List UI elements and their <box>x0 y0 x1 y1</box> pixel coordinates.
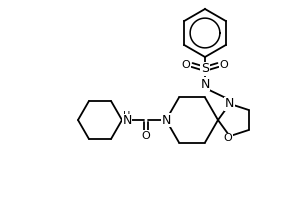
Text: O: O <box>182 60 190 70</box>
Text: N: N <box>122 114 132 128</box>
Text: H: H <box>123 111 131 121</box>
Text: S: S <box>201 62 209 75</box>
Text: O: O <box>224 133 232 143</box>
Text: O: O <box>220 60 228 70</box>
Text: N: N <box>200 77 210 90</box>
Text: N: N <box>225 97 234 110</box>
Text: O: O <box>142 131 150 141</box>
Text: N: N <box>161 114 171 127</box>
